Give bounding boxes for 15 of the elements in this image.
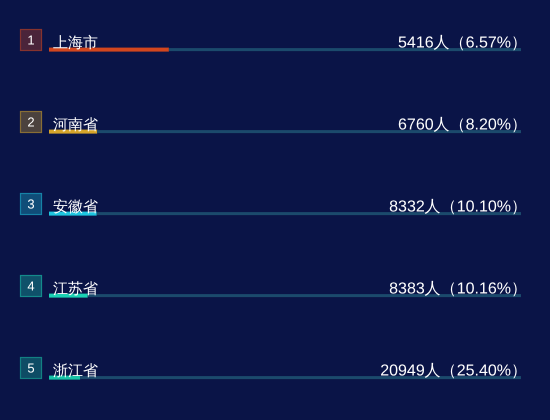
rank-badge: 3: [20, 192, 42, 216]
rank-badge: 4: [20, 274, 42, 298]
y-tick-label: 河南省: [53, 116, 98, 134]
rank-badge: 2: [20, 110, 42, 134]
rank-badge: 5: [20, 356, 42, 380]
y2-tick-label: 20949人（25.40%）: [380, 362, 527, 380]
y2-tick-label: 5416人（6.57%）: [398, 34, 527, 52]
rank-badge: 1: [20, 28, 42, 52]
y-tick-label: 江苏省: [53, 280, 98, 298]
y2-tick-label: 6760人（8.20%）: [398, 116, 527, 134]
y-tick-label: 浙江省: [53, 362, 98, 380]
y-tick-label: 安徽省: [53, 198, 98, 216]
y-tick-label: 上海市: [53, 34, 98, 52]
y2-tick-label: 8332人（10.10%）: [389, 198, 527, 216]
y2-tick-label: 8383人（10.16%）: [389, 280, 527, 298]
